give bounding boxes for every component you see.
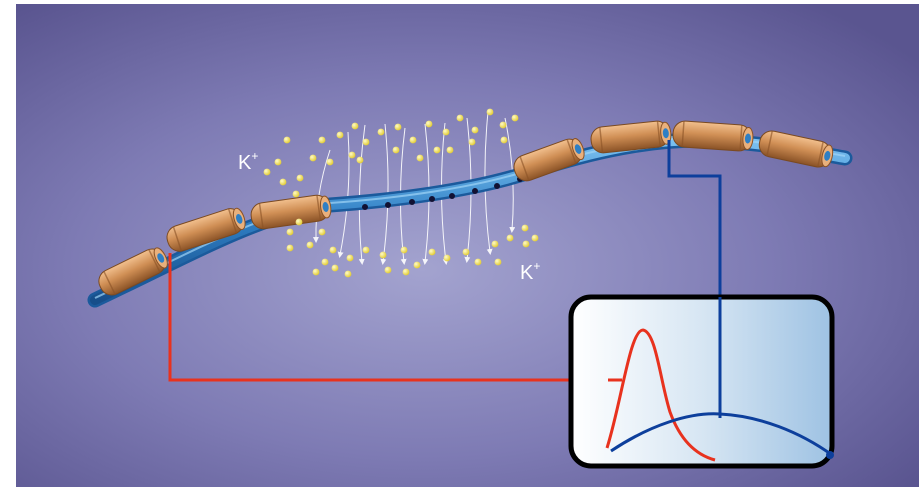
potassium-ion-dot — [344, 270, 352, 278]
ion-channel-dot — [385, 202, 391, 208]
potassium-ion-dot — [263, 168, 271, 176]
potassium-ion-dot — [295, 218, 303, 226]
potassium-ion-dot — [384, 266, 392, 274]
potassium-ion-dot — [329, 246, 337, 254]
potassium-ion-dot — [326, 158, 334, 166]
potassium-ion-dot — [336, 131, 344, 139]
potassium-ion-dot — [377, 128, 385, 136]
potassium-ion-dot — [286, 244, 294, 252]
potassium-ion-dot — [279, 178, 287, 186]
potassium-ion-dot — [309, 154, 317, 162]
potassium-ion-dot — [402, 268, 410, 276]
potassium-ion-dot — [506, 234, 514, 242]
ion-channel-dot — [362, 204, 368, 210]
potassium-ion-dot — [379, 251, 387, 259]
red-electrode-wire — [168, 253, 608, 382]
potassium-ion-dot — [274, 158, 282, 166]
ion-label-lower: K+ — [520, 259, 540, 284]
ion-label-upper: K+ — [238, 149, 258, 174]
potassium-ion-dot — [283, 136, 291, 144]
potassium-ion-dot — [486, 108, 494, 116]
potassium-ion-dot — [348, 151, 356, 159]
potassium-ion-dot — [362, 246, 370, 254]
potassium-ion-dot — [491, 240, 499, 248]
myelin-sheath — [98, 120, 834, 296]
potassium-ion-dot — [500, 136, 508, 144]
potassium-ion-dot — [306, 241, 314, 249]
blue-action-potential-trace — [610, 412, 833, 457]
potassium-ion-dot — [494, 258, 502, 266]
potassium-ion-dot — [416, 154, 424, 162]
current-arrow — [337, 131, 350, 258]
potassium-ion-dot — [471, 126, 479, 134]
potassium-ion-dot — [462, 248, 470, 256]
potassium-ion-dot — [442, 128, 450, 136]
potassium-ion-dot — [521, 224, 529, 232]
axon-ion-channels — [362, 176, 523, 210]
potassium-ion-dot — [456, 114, 464, 122]
ion-channel-dot — [449, 193, 455, 199]
recording-inset — [568, 294, 835, 469]
ion-channel-dot — [409, 199, 415, 205]
potassium-ion-dot — [362, 138, 370, 146]
potassium-ion-dot — [356, 156, 364, 164]
potassium-ion-dot — [292, 190, 300, 198]
ion-channel-dot — [472, 188, 478, 194]
potassium-ion-dot — [413, 261, 421, 269]
potassium-ion-dot — [443, 254, 451, 262]
potassium-ion-dot — [296, 174, 304, 182]
potassium-ion-dot — [531, 234, 539, 242]
myelin-segment — [590, 120, 672, 154]
potassium-ion-dot — [433, 146, 441, 154]
myelin-segment — [672, 120, 754, 152]
myelin-segment — [166, 207, 246, 252]
potassium-ion-dot — [428, 248, 436, 256]
potassium-ion-dot — [318, 136, 326, 144]
potassium-ion-dot — [394, 123, 402, 131]
potassium-ion-dot — [351, 122, 359, 130]
potassium-ion-dot — [522, 240, 530, 248]
potassium-ion-dot — [400, 246, 408, 254]
potassium-ion-dot — [321, 258, 329, 266]
potassium-ion-dot — [392, 146, 400, 154]
potassium-ion-dot — [346, 254, 354, 262]
ion-channel-dot — [494, 183, 500, 189]
potassium-ion-dot — [331, 264, 339, 272]
myelin-segment — [250, 194, 332, 230]
potassium-ion-dot — [474, 258, 482, 266]
myelin-segment — [758, 130, 834, 168]
potassium-ion-dot — [286, 228, 294, 236]
red-action-potential-trace — [605, 328, 716, 462]
potassium-ion-dot — [318, 228, 326, 236]
potassium-ion-dot — [312, 268, 320, 276]
potassium-ion-dot — [409, 136, 417, 144]
potassium-ion-dot — [468, 138, 476, 146]
potassium-ion-dot — [499, 121, 507, 129]
potassium-ion-dot — [511, 114, 519, 122]
myelin-segment — [513, 138, 585, 182]
potassium-ion-dot — [446, 146, 454, 154]
myelin-segment — [98, 247, 168, 296]
potassium-ions — [263, 108, 539, 278]
ion-channel-dot — [429, 196, 435, 202]
potassium-ion-dot — [425, 120, 433, 128]
